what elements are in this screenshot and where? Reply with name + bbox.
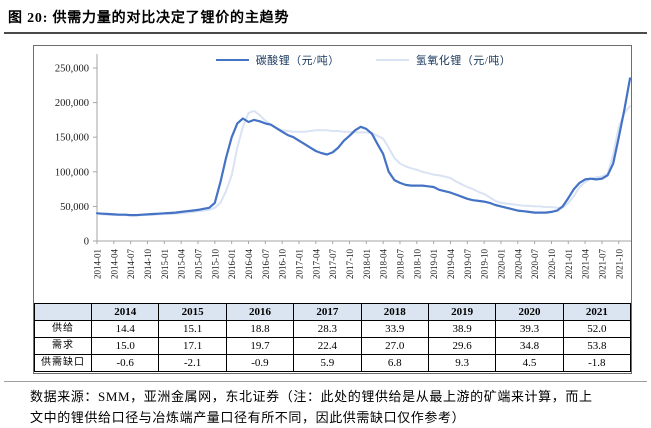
legend-item-carbonate: 碳酸锂（元/吨） — [215, 52, 340, 68]
table-header-cell: 2019 — [427, 303, 497, 321]
x-tick-label: 2014-01 — [93, 249, 103, 279]
y-tick-label: 200,000 — [55, 98, 89, 109]
table-cell: 9.3 — [427, 354, 497, 372]
table-row: 供给 14.4 15.1 18.8 28.3 33.9 38.9 39.3 52.0 — [34, 320, 632, 338]
table-cell: 22.4 — [293, 337, 362, 355]
table-cell: 19.7 — [225, 337, 295, 355]
figure-frame: 0 50,000 100,000 150,000 200,000 250,000 2014-… — [33, 45, 632, 374]
table-cell: -2.1 — [158, 354, 227, 372]
data-source-line1: 数据来源：SMM，亚洲金属网，东北证券（注：此处的锂供给是从最上游的矿端来计算，… — [30, 389, 593, 404]
series-line-carbonate — [95, 77, 631, 217]
x-tick-label: 2017-10 — [345, 249, 355, 279]
carbonate-line-swatch — [215, 59, 249, 61]
x-tick-label: 2015-04 — [177, 249, 187, 279]
series-line-hydroxide — [96, 105, 631, 217]
table-cell: -1.8 — [562, 354, 632, 372]
table-cell: 39.3 — [495, 320, 564, 338]
x-tick-label: 2016-07 — [261, 249, 271, 279]
x-tick-label: 2019-01 — [429, 249, 439, 279]
page-title: 图 20: 供需力量的对比决定了锂价的主趋势 — [8, 11, 290, 26]
table-cell: 4.5 — [495, 354, 564, 372]
x-tick-label: 2014-07 — [126, 249, 136, 279]
x-tick-label: 2014-04 — [109, 249, 119, 279]
table-header-cell: 2017 — [293, 303, 362, 321]
x-tick-label: 2015-10 — [210, 249, 220, 279]
y-tick-label: 50,000 — [60, 202, 89, 213]
table-cell: -0.6 — [90, 354, 160, 372]
legend-item-hydroxide: 氢氧化锂（元/吨） — [375, 52, 512, 68]
x-tick-label: 2017-01 — [294, 249, 304, 279]
table-header-cell: 2015 — [158, 303, 227, 321]
table-cell: 14.4 — [90, 320, 160, 338]
table-row-label: 供需缺口 — [34, 354, 92, 372]
table-header-cell: 2021 — [562, 303, 632, 321]
x-tick-label: 2016-10 — [278, 249, 288, 279]
table-cell: 5.9 — [293, 354, 362, 372]
supply-demand-table: 2014 2015 2016 2017 2018 2019 2020 2021 供给 14.4 15… — [34, 303, 632, 372]
table-header-cell — [34, 303, 92, 321]
data-source-note: 数据来源：SMM，亚洲金属网，东北证券（注：此处的锂供给是从最上游的矿端来计算，… — [30, 386, 636, 428]
y-tick-label: 250,000 — [55, 64, 89, 75]
x-tick-label: 2015-07 — [193, 249, 203, 279]
table-row-label: 需求 — [34, 337, 92, 355]
x-tick-label: 2019-07 — [463, 249, 473, 279]
table-header-row: 2014 2015 2016 2017 2018 2019 2020 2021 — [34, 303, 632, 321]
x-tick-label: 2019-04 — [446, 249, 456, 279]
x-tick-label: 2018-01 — [362, 249, 372, 279]
x-tick-label: 2015-01 — [160, 249, 170, 279]
table-cell: 18.8 — [225, 320, 295, 338]
footer-divider — [4, 381, 647, 382]
table-header-cell: 2016 — [225, 303, 295, 321]
table-cell: 15.0 — [90, 337, 160, 355]
legend-label-hydroxide: 氢氧化锂（元/吨） — [415, 55, 512, 67]
x-tick-label: 2017-07 — [328, 249, 338, 279]
title-divider — [4, 32, 647, 34]
hydroxide-line-swatch — [375, 59, 409, 61]
chart-area: 0 50,000 100,000 150,000 200,000 250,000 2014-… — [34, 46, 631, 303]
x-tick-label: 2021-10 — [614, 249, 624, 279]
table-cell: 33.9 — [360, 320, 429, 338]
x-tick-label: 2021-07 — [597, 249, 607, 279]
x-tick-label: 2020-04 — [513, 249, 523, 279]
x-tick-label: 2018-04 — [379, 249, 389, 279]
x-tick-label: 2018-10 — [412, 249, 422, 279]
table-cell: 17.1 — [158, 337, 227, 355]
x-tick-label: 2019-10 — [480, 249, 490, 279]
x-tick-label: 2021-04 — [581, 249, 591, 279]
table-cell: -0.9 — [225, 354, 295, 372]
x-tick-label: 2014-10 — [143, 249, 153, 279]
table-header-cell: 2020 — [495, 303, 564, 321]
table-cell: 29.6 — [427, 337, 497, 355]
table-cell: 28.3 — [293, 320, 362, 338]
legend-label-carbonate: 碳酸锂（元/吨） — [255, 55, 340, 67]
table-cell: 53.8 — [562, 337, 632, 355]
table-cell: 52.0 — [562, 320, 632, 338]
table-cell: 34.8 — [495, 337, 564, 355]
x-tick-label: 2021-01 — [564, 249, 574, 279]
x-tick-label: 2020-10 — [547, 249, 557, 279]
x-tick-label: 2016-01 — [227, 249, 237, 279]
table-cell: 15.1 — [158, 320, 227, 338]
x-tick-label: 2018-07 — [395, 249, 405, 279]
table-header-cell: 2018 — [360, 303, 429, 321]
table-cell: 6.8 — [360, 354, 429, 372]
table-header-cell: 2014 — [90, 303, 160, 321]
x-tick-label: 2016-04 — [244, 249, 254, 279]
table-row-label: 供给 — [34, 320, 92, 338]
x-tick-label: 2020-01 — [496, 249, 506, 279]
x-tick-label: 2017-04 — [311, 249, 321, 279]
table-row: 供需缺口 -0.6 -2.1 -0.9 5.9 6.8 9.3 4.5 -1.8 — [34, 354, 632, 372]
table-cell: 38.9 — [427, 320, 497, 338]
chart-legend: 碳酸锂（元/吨） 氢氧化锂（元/吨） — [97, 52, 630, 68]
x-tick-label: 2020-07 — [530, 249, 540, 279]
table-cell: 27.0 — [360, 337, 429, 355]
y-tick-label: 100,000 — [55, 167, 89, 178]
y-tick-label: 0 — [84, 237, 89, 248]
table-row: 需求 15.0 17.1 19.7 22.4 27.0 29.6 34.8 53.8 — [34, 337, 632, 355]
y-tick-label: 150,000 — [55, 133, 89, 144]
price-chart: 0 50,000 100,000 150,000 200,000 250,000 2014-… — [55, 54, 631, 279]
